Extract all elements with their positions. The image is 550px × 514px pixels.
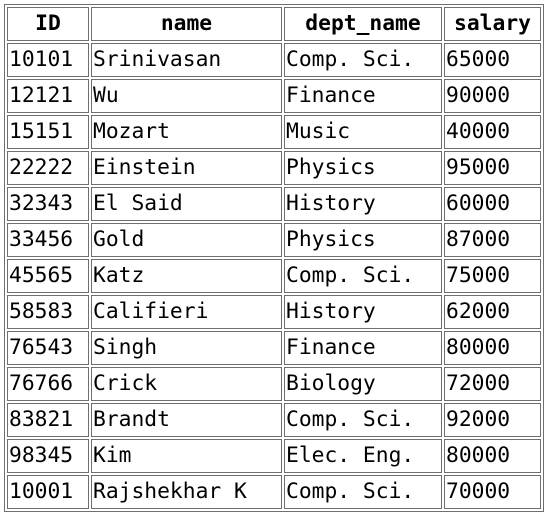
cell-dept-name: Comp. Sci. <box>284 475 442 509</box>
table-row: 10001 Rajshekhar K Comp. Sci. 70000 <box>7 475 541 509</box>
cell-dept-name: Physics <box>284 151 442 185</box>
cell-id: 58583 <box>7 295 89 329</box>
cell-salary: 90000 <box>444 79 541 113</box>
cell-id: 76543 <box>7 331 89 365</box>
cell-dept-name: Comp. Sci. <box>284 43 442 77</box>
cell-dept-name: Finance <box>284 331 442 365</box>
cell-dept-name: Elec. Eng. <box>284 439 442 473</box>
cell-salary: 92000 <box>444 403 541 437</box>
column-header-dept-name: dept_name <box>284 7 442 41</box>
cell-dept-name: Comp. Sci. <box>284 403 442 437</box>
cell-id: 12121 <box>7 79 89 113</box>
cell-name: Rajshekhar K <box>91 475 282 509</box>
cell-dept-name: Music <box>284 115 442 149</box>
table-row: 83821 Brandt Comp. Sci. 92000 <box>7 403 541 437</box>
cell-name: El Said <box>91 187 282 221</box>
cell-salary: 60000 <box>444 187 541 221</box>
cell-id: 32343 <box>7 187 89 221</box>
column-header-salary: salary <box>444 7 541 41</box>
cell-dept-name: Comp. Sci. <box>284 259 442 293</box>
cell-id: 76766 <box>7 367 89 401</box>
cell-name: Singh <box>91 331 282 365</box>
cell-salary: 62000 <box>444 295 541 329</box>
cell-id: 10101 <box>7 43 89 77</box>
column-header-id: ID <box>7 7 89 41</box>
table-row: 76766 Crick Biology 72000 <box>7 367 541 401</box>
instructor-table: ID name dept_name salary 10101 Srinivasan… <box>4 4 544 512</box>
header-row: ID name dept_name salary <box>7 7 541 41</box>
table-row: 76543 Singh Finance 80000 <box>7 331 541 365</box>
cell-dept-name: History <box>284 187 442 221</box>
cell-salary: 40000 <box>444 115 541 149</box>
cell-dept-name: Physics <box>284 223 442 257</box>
table-row: 32343 El Said History 60000 <box>7 187 541 221</box>
cell-name: Gold <box>91 223 282 257</box>
column-header-name: name <box>91 7 282 41</box>
cell-salary: 75000 <box>444 259 541 293</box>
cell-name: Brandt <box>91 403 282 437</box>
cell-id: 33456 <box>7 223 89 257</box>
cell-salary: 95000 <box>444 151 541 185</box>
table-row: 15151 Mozart Music 40000 <box>7 115 541 149</box>
table-row: 98345 Kim Elec. Eng. 80000 <box>7 439 541 473</box>
cell-name: Mozart <box>91 115 282 149</box>
cell-id: 45565 <box>7 259 89 293</box>
table-row: 12121 Wu Finance 90000 <box>7 79 541 113</box>
cell-salary: 80000 <box>444 439 541 473</box>
cell-dept-name: Finance <box>284 79 442 113</box>
table-row: 10101 Srinivasan Comp. Sci. 65000 <box>7 43 541 77</box>
cell-name: Crick <box>91 367 282 401</box>
table-body: 10101 Srinivasan Comp. Sci. 65000 12121 Wu Fin… <box>7 43 541 509</box>
table-row: 58583 Califieri History 62000 <box>7 295 541 329</box>
table-header: ID name dept_name salary <box>7 7 541 41</box>
table-row: 33456 Gold Physics 87000 <box>7 223 541 257</box>
cell-id: 15151 <box>7 115 89 149</box>
cell-name: Katz <box>91 259 282 293</box>
cell-salary: 80000 <box>444 331 541 365</box>
cell-name: Srinivasan <box>91 43 282 77</box>
cell-id: 22222 <box>7 151 89 185</box>
cell-id: 10001 <box>7 475 89 509</box>
cell-name: Califieri <box>91 295 282 329</box>
table-row: 45565 Katz Comp. Sci. 75000 <box>7 259 541 293</box>
cell-dept-name: History <box>284 295 442 329</box>
cell-salary: 87000 <box>444 223 541 257</box>
table-row: 22222 Einstein Physics 95000 <box>7 151 541 185</box>
cell-name: Kim <box>91 439 282 473</box>
cell-name: Einstein <box>91 151 282 185</box>
cell-dept-name: Biology <box>284 367 442 401</box>
cell-salary: 70000 <box>444 475 541 509</box>
cell-id: 83821 <box>7 403 89 437</box>
cell-salary: 72000 <box>444 367 541 401</box>
cell-salary: 65000 <box>444 43 541 77</box>
cell-name: Wu <box>91 79 282 113</box>
cell-id: 98345 <box>7 439 89 473</box>
